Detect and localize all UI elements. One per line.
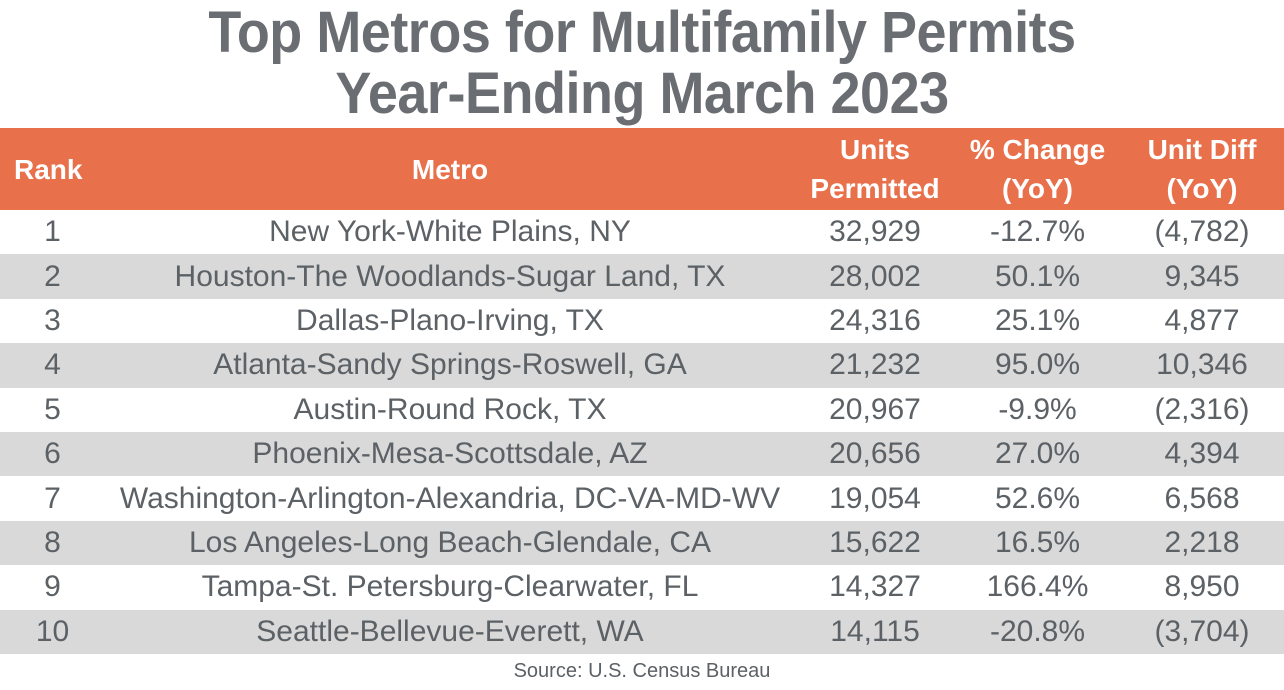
cell-rank: 5 (44, 392, 61, 426)
cell-rank: 10 (35, 614, 70, 648)
table-row: 8 Los Angeles-Long Beach-Glendale, CA 15… (0, 520, 1284, 566)
cell-pct-change: 16.5% (994, 525, 1081, 559)
cell-metro: Los Angeles-Long Beach-Glendale, CA (188, 525, 711, 559)
table-body: 1 New York-White Plains, NY 32,929 -12.7… (0, 210, 1284, 654)
cell-metro: New York-White Plains, NY (269, 215, 631, 249)
cell-rank: 7 (44, 481, 61, 515)
cell-unit-diff: 2,218 (1164, 525, 1240, 559)
cell-metro: Atlanta-Sandy Springs-Roswell, GA (213, 348, 687, 382)
cell-rank: 4 (44, 348, 61, 382)
column-header-units-line2: Permitted (810, 173, 940, 204)
column-header-pct-change: % Change (YoY) (955, 128, 1120, 210)
cell-metro: Dallas-Plano-Irving, TX (296, 303, 604, 337)
cell-pct-change: -12.7% (989, 215, 1086, 249)
column-header-pct-line1: % Change (969, 134, 1106, 165)
column-header-diff-line2: (YoY) (1166, 173, 1238, 204)
table-row: 1 New York-White Plains, NY 32,929 -12.7… (0, 210, 1284, 254)
cell-units: 20,967 (829, 392, 921, 426)
table-row: 10 Seattle-Bellevue-Everett, WA 14,115 -… (0, 609, 1284, 654)
column-header-unit-diff: Unit Diff (YoY) (1120, 128, 1284, 210)
cell-pct-change: 50.1% (994, 259, 1081, 293)
cell-units: 15,622 (829, 525, 921, 559)
cell-rank: 2 (44, 259, 61, 293)
cell-unit-diff: (4,782) (1154, 215, 1250, 249)
cell-pct-change: 166.4% (986, 570, 1089, 604)
cell-unit-diff: 8,950 (1164, 570, 1240, 604)
cell-units: 28,002 (829, 259, 921, 293)
cell-unit-diff: 9,345 (1164, 259, 1240, 293)
source-caption: Source: U.S. Census Bureau (513, 660, 771, 683)
cell-units: 14,327 (829, 570, 921, 604)
column-header-diff-line1: Unit Diff (1147, 134, 1257, 165)
cell-units: 20,656 (829, 437, 921, 471)
table-row: 7 Washington-Arlington-Alexandria, DC-VA… (0, 476, 1284, 520)
column-header-units-permitted: Units Permitted (795, 128, 955, 210)
table-row: 4 Atlanta-Sandy Springs-Roswell, GA 21,2… (0, 343, 1284, 388)
cell-pct-change: 52.6% (994, 481, 1081, 515)
cell-metro: Seattle-Bellevue-Everett, WA (256, 614, 644, 648)
table-row: 6 Phoenix-Mesa-Scottsdale, AZ 20,656 27.… (0, 431, 1284, 477)
table-row: 2 Houston-The Woodlands-Sugar Land, TX 2… (0, 254, 1284, 299)
cell-metro: Houston-The Woodlands-Sugar Land, TX (174, 259, 726, 293)
column-header-rank: Rank (14, 153, 83, 185)
cell-pct-change: 95.0% (994, 348, 1081, 382)
table-header-row: Rank Metro Units Permitted % Change (YoY… (0, 128, 1284, 210)
cell-units: 14,115 (830, 614, 920, 648)
cell-metro: Austin-Round Rock, TX (293, 392, 607, 426)
cell-pct-change: 25.1% (994, 303, 1081, 337)
column-header-metro: Metro (411, 153, 489, 185)
page-title: Top Metros for Multifamily Permits Year-… (0, 0, 1284, 128)
cell-unit-diff: 4,394 (1164, 437, 1240, 471)
cell-unit-diff: 6,568 (1164, 481, 1240, 515)
cell-unit-diff: (2,316) (1154, 392, 1250, 426)
cell-rank: 6 (44, 437, 61, 471)
cell-units: 24,316 (829, 303, 921, 337)
cell-rank: 9 (44, 570, 61, 604)
cell-metro: Phoenix-Mesa-Scottsdale, AZ (252, 437, 648, 471)
title-line-1: Top Metros for Multifamily Permits (208, 0, 1076, 65)
cell-metro: Washington-Arlington-Alexandria, DC-VA-M… (119, 481, 781, 515)
cell-pct-change: 27.0% (994, 437, 1081, 471)
cell-units: 21,232 (829, 348, 921, 382)
table-row: 9 Tampa-St. Petersburg-Clearwater, FL 14… (0, 565, 1284, 609)
table-row: 5 Austin-Round Rock, TX 20,967 -9.9% (2,… (0, 388, 1284, 432)
cell-rank: 1 (44, 215, 61, 249)
cell-rank: 8 (44, 525, 61, 559)
title-line-2: Year-Ending March 2023 (335, 61, 949, 126)
column-header-units-line1: Units (840, 134, 910, 165)
cell-metro: Tampa-St. Petersburg-Clearwater, FL (201, 570, 699, 604)
table-row: 3 Dallas-Plano-Irving, TX 24,316 25.1% 4… (0, 299, 1284, 343)
cell-unit-diff: 4,877 (1164, 303, 1240, 337)
cell-units: 32,929 (829, 215, 921, 249)
cell-units: 19,054 (829, 481, 921, 515)
cell-pct-change: -20.8% (989, 614, 1086, 648)
cell-unit-diff: (3,704) (1154, 614, 1250, 648)
cell-rank: 3 (44, 303, 61, 337)
cell-unit-diff: 10,346 (1156, 348, 1248, 382)
cell-pct-change: -9.9% (998, 392, 1077, 426)
column-header-pct-line2: (YoY) (1001, 173, 1074, 204)
